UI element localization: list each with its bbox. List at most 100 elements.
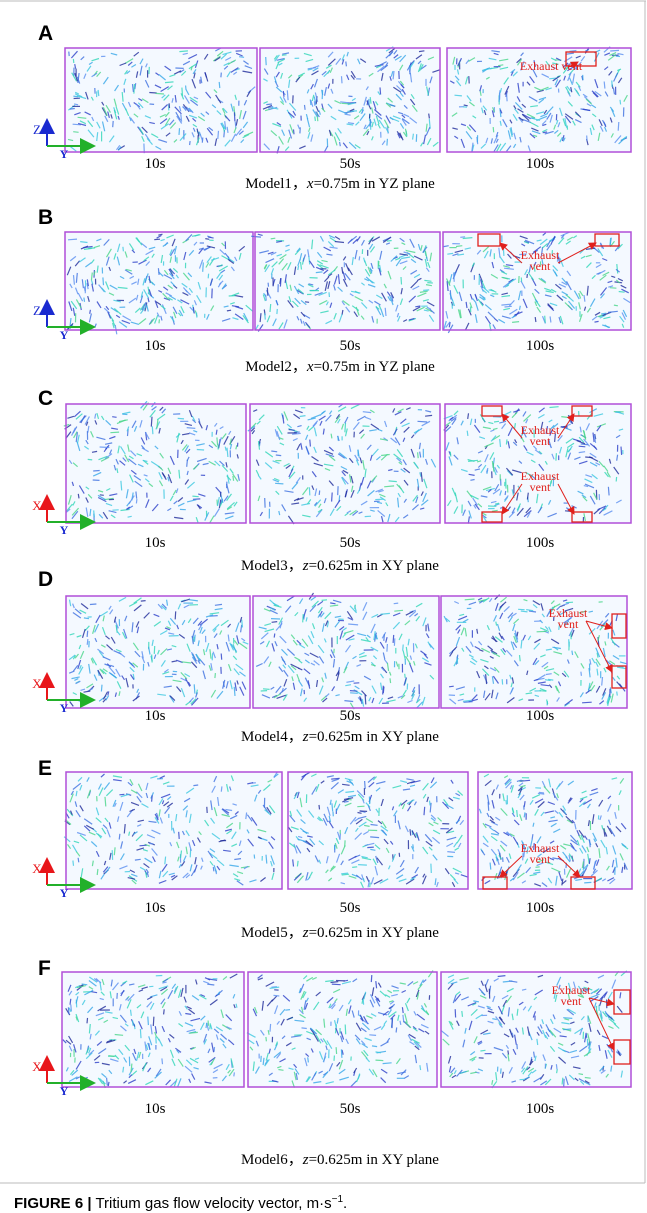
vector-streak <box>534 298 539 303</box>
vector-streak <box>324 467 331 471</box>
vector-streak <box>233 71 238 75</box>
vector-streak <box>449 451 452 457</box>
vector-streak <box>305 1076 310 1083</box>
vector-streak <box>247 838 254 847</box>
vector-streak <box>445 442 450 451</box>
vector-streak <box>104 115 109 123</box>
vector-streak <box>352 978 358 983</box>
vector-streak <box>127 1079 137 1084</box>
vector-streak <box>516 58 523 66</box>
vector-streak <box>413 273 421 279</box>
vector-streak <box>480 658 489 663</box>
vector-streak <box>595 859 600 866</box>
vector-streak <box>444 421 451 427</box>
vector-streak <box>116 243 121 253</box>
vector-streak <box>107 1081 110 1087</box>
vector-streak <box>221 242 226 247</box>
vector-streak <box>193 1067 199 1070</box>
vector-streak <box>424 279 432 282</box>
vector-streak <box>67 495 72 505</box>
vector-streak <box>163 801 170 807</box>
vector-streak <box>291 1035 301 1038</box>
vector-streak <box>226 501 235 510</box>
vector-streak <box>404 1002 409 1012</box>
vector-streak <box>257 233 263 236</box>
annotation-arrow <box>499 242 523 264</box>
vector-streak <box>347 794 357 798</box>
vector-streak <box>233 668 240 676</box>
vector-streak <box>564 1076 569 1086</box>
vector-streak <box>185 1059 193 1066</box>
vector-streak <box>174 516 184 520</box>
vector-streak <box>589 408 598 414</box>
image-border <box>65 595 251 709</box>
vector-streak <box>213 508 220 517</box>
annotation-text: vent <box>530 852 551 866</box>
vector-streak <box>362 411 372 414</box>
vector-streak <box>279 687 287 695</box>
vector-streak <box>75 680 81 685</box>
vector-streak <box>356 236 361 242</box>
vector-streak <box>131 1070 138 1076</box>
vector-streak <box>93 977 99 982</box>
vector-streak <box>479 994 487 999</box>
vector-streak <box>322 697 328 703</box>
vector-streak <box>169 455 175 466</box>
vector-streak <box>333 800 338 808</box>
vector-streak <box>402 131 408 138</box>
vector-streak <box>232 803 237 806</box>
vector-streak <box>578 992 584 998</box>
vector-streak <box>504 490 507 496</box>
vector-streak <box>501 1071 504 1078</box>
vector-streak <box>325 414 332 422</box>
vector-streak <box>156 418 159 429</box>
vector-streak <box>67 415 75 419</box>
vector-streak <box>552 265 559 272</box>
vector-streak <box>518 782 524 787</box>
vector-streak <box>491 50 500 53</box>
vector-streak <box>323 70 331 78</box>
vector-streak <box>190 698 197 705</box>
vector-streak <box>315 105 320 113</box>
vector-streak <box>213 807 218 817</box>
vector-streak <box>505 781 512 789</box>
vector-streak <box>322 817 328 826</box>
vector-streak <box>479 414 486 423</box>
vector-streak <box>565 448 569 458</box>
vector-streak <box>608 819 612 826</box>
vector-streak <box>145 782 149 791</box>
vector-streak <box>306 425 310 430</box>
vector-streak <box>526 81 531 86</box>
vector-streak <box>216 496 220 507</box>
vector-streak <box>474 468 481 471</box>
axis-label-horizontal: Y <box>60 147 69 161</box>
vector-streak <box>386 291 391 297</box>
vector-streak <box>453 842 458 848</box>
vector-streak <box>75 1013 80 1023</box>
vector-streak <box>126 70 131 75</box>
vector-streak <box>234 858 242 861</box>
annotation-text: Exhaust <box>549 606 588 620</box>
vector-streak <box>404 655 412 665</box>
time-label: 100s <box>526 156 555 172</box>
vector-streak <box>282 90 285 97</box>
vector-streak <box>415 305 421 308</box>
vector-streak <box>408 662 414 673</box>
vector-streak <box>89 309 91 314</box>
vector-streak <box>566 615 573 622</box>
vector-streak <box>558 811 564 818</box>
vector-streak <box>326 621 330 628</box>
vector-streak <box>564 607 574 612</box>
vector-streak <box>533 871 541 875</box>
vector-streak <box>257 474 262 480</box>
vector-streak <box>245 304 253 312</box>
vector-streak <box>422 617 427 627</box>
vector-streak <box>584 48 590 52</box>
vector-streak <box>385 242 391 245</box>
vector-streak <box>416 991 420 1000</box>
vector-streak <box>289 124 294 134</box>
vector-streak <box>230 775 234 782</box>
vector-streak <box>79 415 87 424</box>
vector-streak <box>329 1001 337 1009</box>
vector-streak <box>524 269 529 276</box>
